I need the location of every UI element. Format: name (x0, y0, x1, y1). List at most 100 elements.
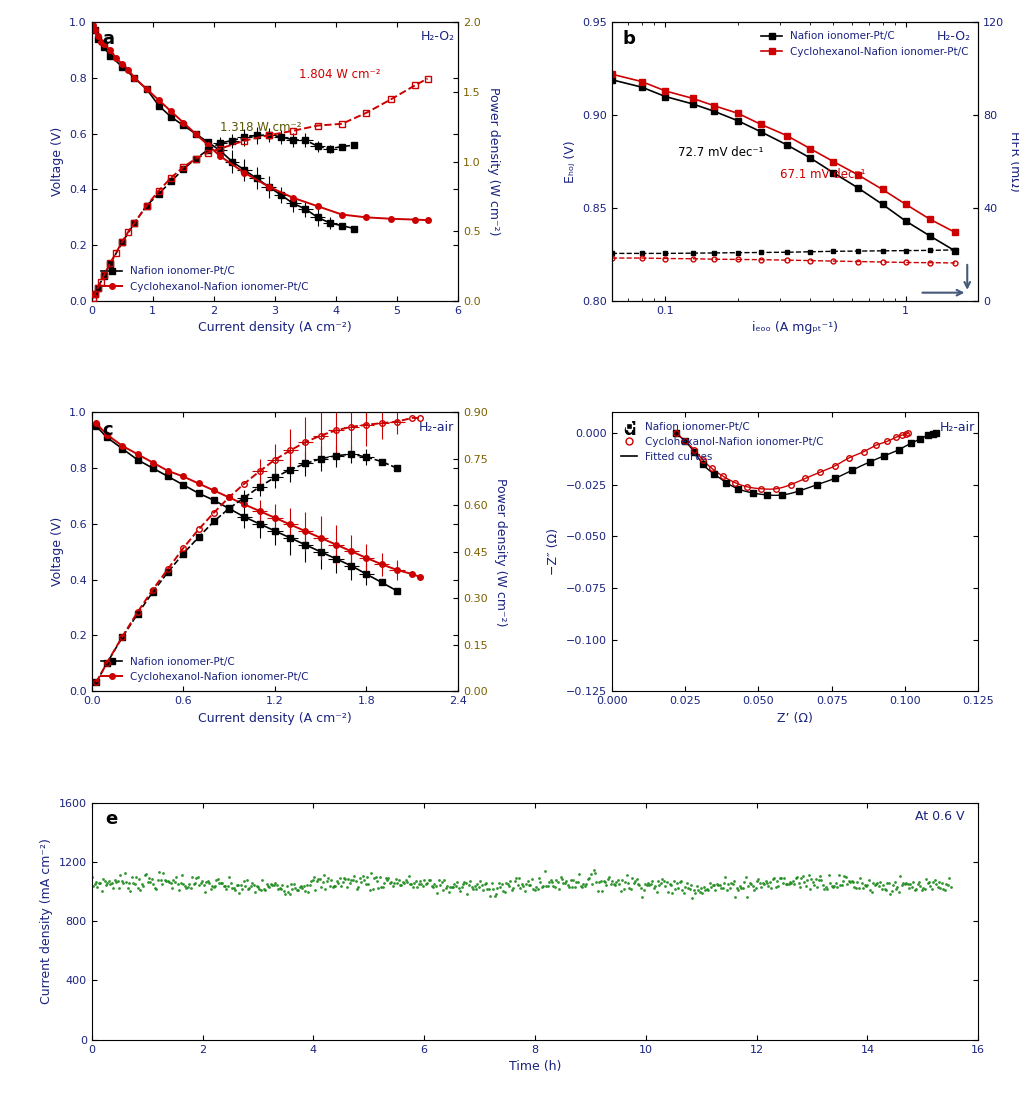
Cyclohexanol-Nafion ionomer-Pt/C (896, 428, 908, 441)
Cyclohexanol-Nafion ionomer-Pt/C (87, 19, 99, 32)
Cyclohexanol-Nafion ionomer-Pt/C (781, 129, 793, 143)
Cyclohexanol-Nafion ionomer-Pt/C (89, 24, 101, 38)
Point (728, 888, 744, 906)
Point (538, 877, 554, 895)
Point (931, 874, 948, 891)
Point (583, 865, 599, 883)
Cyclohexanol-Nafion ionomer-Pt/C (876, 182, 889, 196)
Point (407, 874, 423, 891)
Point (338, 878, 355, 896)
Point (273, 879, 289, 897)
Point (739, 888, 755, 906)
Nafion ionomer-Pt/C (202, 135, 214, 148)
Line: Cyclohexanol-Nafion ionomer-Pt/C: Cyclohexanol-Nafion ionomer-Pt/C (674, 430, 911, 491)
Point (844, 872, 860, 889)
Point (569, 873, 585, 890)
Fitted curves (929, 426, 942, 439)
Point (317, 880, 333, 898)
Point (386, 875, 403, 893)
Text: At 0.6 V: At 0.6 V (915, 810, 965, 823)
Point (469, 876, 485, 894)
Point (886, 876, 902, 894)
Nafion ionomer-Pt/C (659, 90, 672, 103)
Point (484, 874, 500, 891)
Point (619, 866, 635, 884)
Point (141, 868, 157, 886)
Point (746, 881, 762, 899)
Cyclohexanol-Nafion ionomer-Pt/C (104, 43, 116, 56)
Point (600, 870, 616, 888)
Point (559, 876, 576, 894)
Point (316, 867, 332, 885)
Point (210, 870, 226, 888)
Point (707, 881, 723, 899)
Cyclohexanol-Nafion ionomer-Pt/C (828, 459, 841, 472)
Text: b: b (623, 31, 636, 49)
Cyclohexanol-Nafion ionomer-Pt/C (116, 439, 128, 452)
Point (824, 878, 841, 896)
Point (641, 876, 657, 894)
Point (431, 872, 447, 889)
Point (372, 868, 388, 886)
Point (782, 874, 798, 891)
Nafion ionomer-Pt/C (275, 188, 287, 201)
Point (330, 874, 346, 891)
Point (400, 867, 417, 885)
Point (84, 868, 100, 886)
Point (183, 868, 200, 886)
Text: 72.7 mV dec⁻¹: 72.7 mV dec⁻¹ (678, 146, 763, 159)
Line: Cyclohexanol-Nafion ionomer-Pt/C: Cyclohexanol-Nafion ionomer-Pt/C (609, 72, 958, 234)
Point (697, 881, 713, 899)
Point (435, 881, 451, 899)
Point (307, 881, 323, 899)
Point (288, 881, 305, 899)
Point (933, 875, 950, 893)
Point (743, 876, 759, 894)
Point (704, 876, 720, 894)
Point (926, 872, 943, 889)
Point (769, 872, 786, 889)
Point (683, 876, 699, 894)
Nafion ionomer-Pt/C (89, 24, 101, 38)
Nafion ionomer-Pt/C (315, 545, 327, 559)
Point (416, 872, 432, 889)
Point (696, 878, 712, 896)
Point (535, 877, 551, 895)
Point (254, 870, 270, 888)
Point (341, 875, 358, 893)
Point (803, 870, 819, 888)
Point (627, 872, 643, 889)
Point (447, 877, 464, 895)
Point (354, 874, 370, 891)
Point (900, 875, 916, 893)
Point (907, 881, 923, 899)
Cyclohexanol-Nafion ionomer-Pt/C (697, 453, 709, 467)
Point (111, 879, 127, 897)
Point (208, 870, 224, 888)
Point (352, 869, 368, 887)
Point (555, 874, 572, 891)
Nafion ionomer-Pt/C (104, 49, 116, 62)
Nafion ionomer-Pt/C (92, 32, 104, 45)
Cyclohexanol-Nafion ionomer-Pt/C (755, 117, 767, 131)
Point (588, 873, 604, 890)
Point (396, 875, 413, 893)
Point (222, 874, 238, 891)
Point (214, 874, 230, 891)
Point (609, 870, 626, 888)
Point (842, 874, 858, 891)
Cyclohexanol-Nafion ionomer-Pt/C (410, 213, 422, 227)
Point (521, 876, 537, 894)
Cyclohexanol-Nafion ionomer-Pt/C (799, 472, 811, 486)
Point (574, 878, 590, 896)
Point (389, 875, 406, 893)
Point (941, 869, 957, 887)
Point (647, 877, 663, 895)
Cyclohexanol-Nafion ionomer-Pt/C (869, 439, 881, 452)
Point (614, 870, 631, 888)
Point (667, 880, 684, 898)
Nafion ionomer-Pt/C (141, 83, 153, 96)
Point (919, 875, 935, 893)
Point (196, 876, 212, 894)
Point (915, 878, 931, 896)
